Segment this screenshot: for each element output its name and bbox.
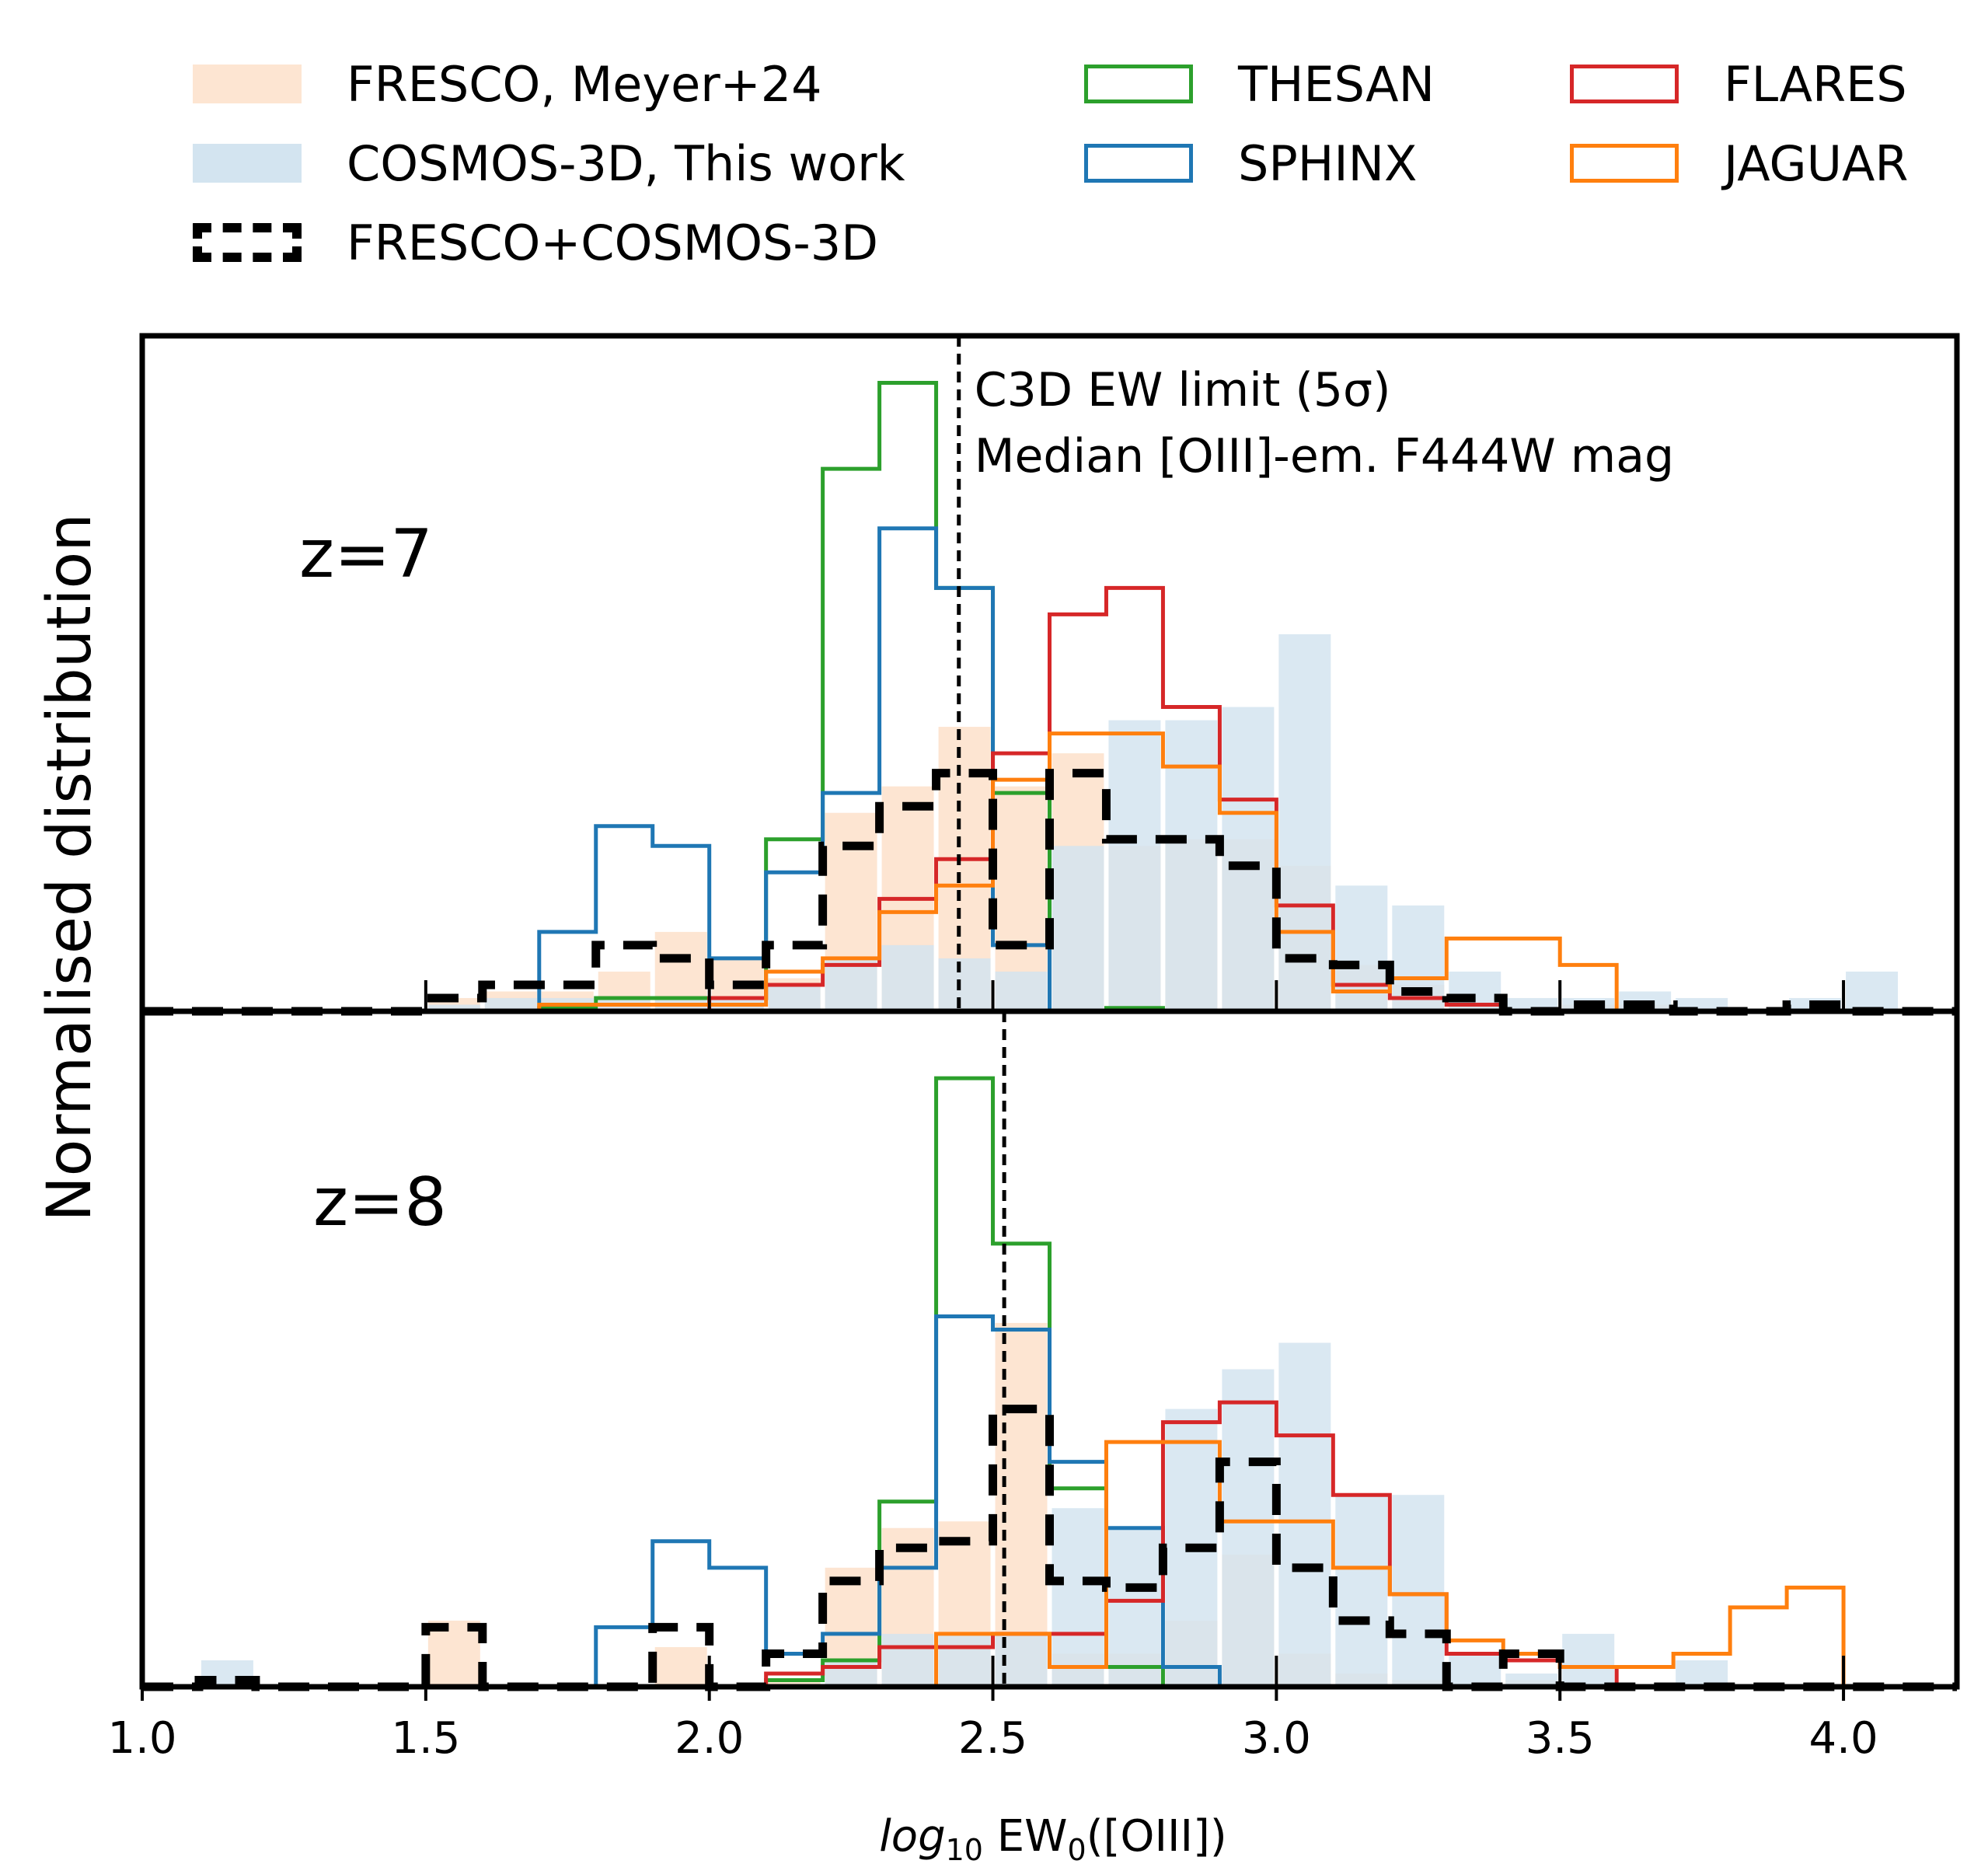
bar-cosmos-panel2 xyxy=(938,1633,991,1687)
x-axis-label-ew: EW xyxy=(982,1811,1068,1862)
panel-label-panel2: z=8 xyxy=(313,1164,447,1241)
step-jaguar-panel1 xyxy=(142,731,1957,1014)
legend-swatch-jaguar xyxy=(1570,144,1679,183)
panel-frame-2 xyxy=(139,1008,1960,1690)
bar-cosmos-panel1 xyxy=(427,1004,480,1011)
x-axis-label-sub: 10 xyxy=(945,1833,983,1868)
x-axis-label-end: ([OIII]) xyxy=(1086,1811,1227,1862)
legend-label-flares: FLARES xyxy=(1724,55,1907,113)
panel-label-panel1: z=7 xyxy=(299,515,433,593)
bar-cosmos-panel1 xyxy=(825,958,877,1011)
x-tick-label: 3.0 xyxy=(1242,1713,1311,1764)
legend-item-thesan: THESAN xyxy=(1084,53,1435,115)
step-combined-panel2 xyxy=(142,1405,1957,1691)
bar-cosmos-panel1 xyxy=(1278,634,1331,1011)
legend-label-sphinx: SPHINX xyxy=(1238,134,1418,192)
x-axis-label-log: log xyxy=(879,1811,946,1862)
bar-cosmos-panel2 xyxy=(1676,1660,1728,1687)
x-axis-label-sub2: 0 xyxy=(1067,1833,1086,1868)
step-combined-panel1 xyxy=(142,769,1957,1016)
bar-cosmos-panel2 xyxy=(1505,1673,1558,1687)
bar-fresco-panel2 xyxy=(768,1680,821,1687)
bar-cosmos-panel2 xyxy=(1222,1369,1275,1687)
legend-label-fresco: FRESCO, Meyer+24 xyxy=(347,55,822,113)
x-tick-label: 3.5 xyxy=(1526,1713,1595,1764)
x-tick-label: 2.0 xyxy=(675,1713,744,1764)
bar-cosmos-panel1 xyxy=(768,984,821,1011)
legend-label-cosmos: COSMOS-3D, This work xyxy=(347,134,905,192)
legend-item-sphinx: SPHINX xyxy=(1084,132,1418,194)
legend: FRESCO, Meyer+24 THESAN FLARES COSMOS-3D, T… xyxy=(0,0,1988,280)
x-tick-label: 2.5 xyxy=(958,1713,1027,1764)
bar-cosmos-panel1 xyxy=(1108,720,1161,1011)
bar-cosmos-panel2 xyxy=(1278,1342,1331,1687)
bar-cosmos-panel2 xyxy=(881,1633,934,1687)
bar-cosmos-panel1 xyxy=(1052,846,1104,1011)
legend-item-cosmos: COSMOS-3D, This work xyxy=(193,132,905,194)
legend-swatch-combined xyxy=(193,223,302,262)
y-axis-label: Normalised distribution xyxy=(35,513,105,1222)
annotation-line-1: C3D EW limit (5σ) xyxy=(975,363,1391,417)
step-sphinx-panel2 xyxy=(142,1314,1957,1689)
legend-label-thesan: THESAN xyxy=(1238,55,1435,113)
bar-cosmos-panel2 xyxy=(1108,1527,1161,1687)
bar-cosmos-panel2 xyxy=(825,1660,877,1687)
legend-swatch-cosmos xyxy=(193,144,302,183)
bar-cosmos-panel2 xyxy=(1449,1653,1501,1687)
bar-cosmos-panel2 xyxy=(1052,1508,1104,1687)
bar-fresco-panel2 xyxy=(654,1646,707,1687)
bar-cosmos-panel1 xyxy=(1165,720,1218,1011)
bar-cosmos-panel1 xyxy=(1846,971,1899,1011)
legend-label-jaguar: JAGUAR xyxy=(1724,134,1909,192)
legend-item-flares: FLARES xyxy=(1570,53,1907,115)
bar-cosmos-panel2 xyxy=(1562,1633,1615,1687)
bar-cosmos-panel1 xyxy=(1222,707,1275,1011)
bar-cosmos-panel1 xyxy=(938,958,991,1011)
legend-label-combined: FRESCO+COSMOS-3D xyxy=(347,214,878,271)
legend-item-combined: FRESCO+COSMOS-3D xyxy=(193,211,878,274)
x-tick-label: 4.0 xyxy=(1809,1713,1878,1764)
bar-cosmos-panel1 xyxy=(484,997,537,1011)
x-tick-label: 1.0 xyxy=(107,1713,176,1764)
legend-swatch-sphinx xyxy=(1084,144,1193,183)
x-tick-label: 1.5 xyxy=(391,1713,460,1764)
annotation-line-2: Median [OIII]-em. F444W mag xyxy=(975,429,1674,483)
legend-swatch-flares xyxy=(1570,65,1679,103)
bar-fresco-panel2 xyxy=(427,1620,480,1687)
bar-cosmos-panel2 xyxy=(1335,1495,1388,1687)
legend-item-jaguar: JAGUAR xyxy=(1570,132,1908,194)
bar-cosmos-panel1 xyxy=(995,971,1048,1011)
x-axis-label: log10 EW0([OIII]) xyxy=(879,1811,1227,1867)
bar-cosmos-panel2 xyxy=(1392,1495,1445,1687)
bar-cosmos-panel1 xyxy=(881,944,934,1011)
legend-item-fresco: FRESCO, Meyer+24 xyxy=(193,53,822,115)
legend-swatch-fresco xyxy=(193,65,302,103)
legend-swatch-thesan xyxy=(1084,65,1193,103)
